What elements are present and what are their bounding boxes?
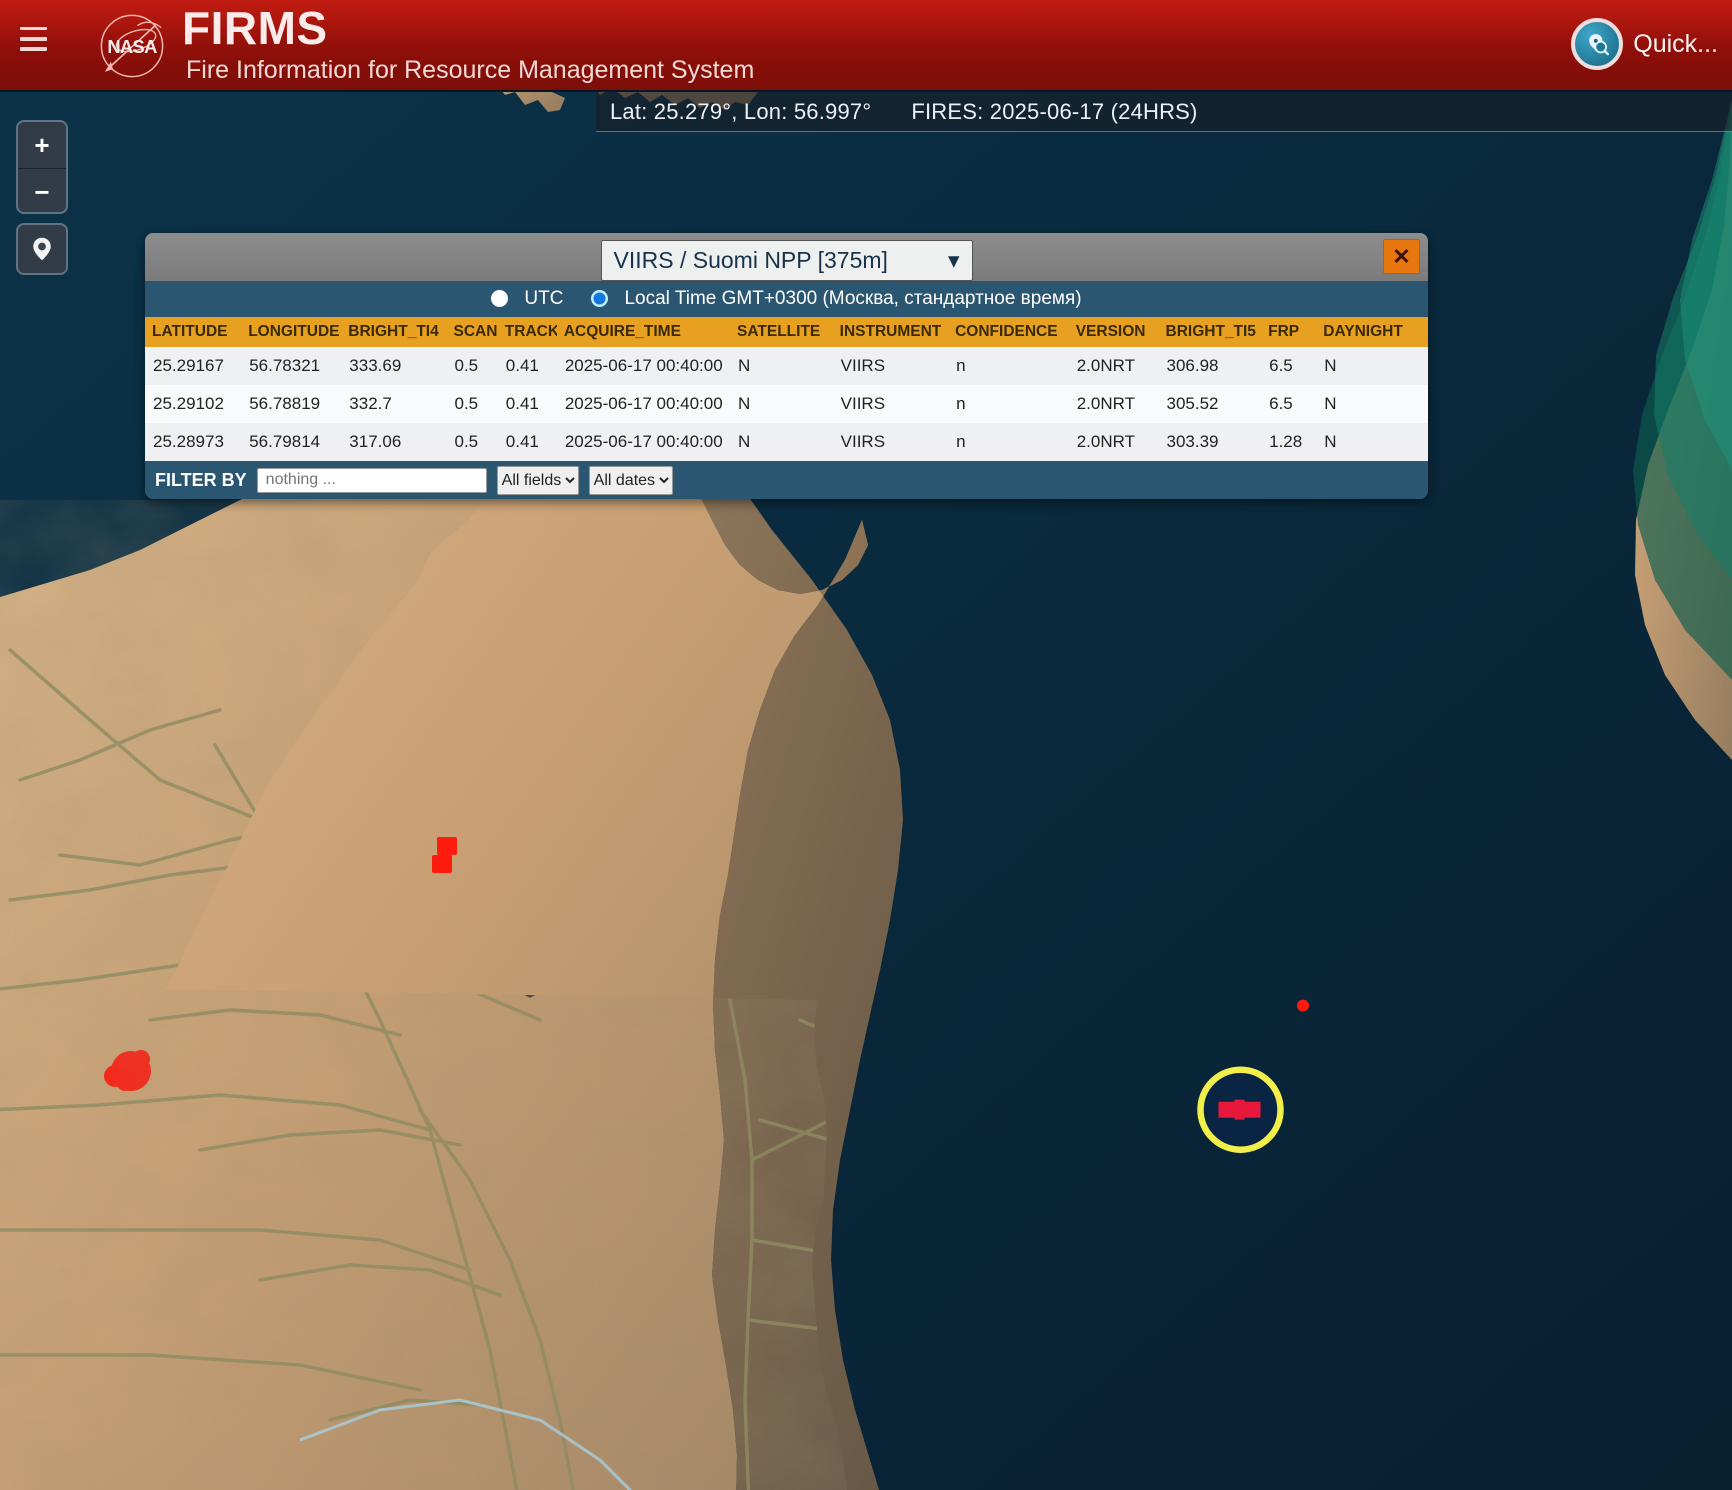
svg-text:NASA: NASA [107,36,157,57]
